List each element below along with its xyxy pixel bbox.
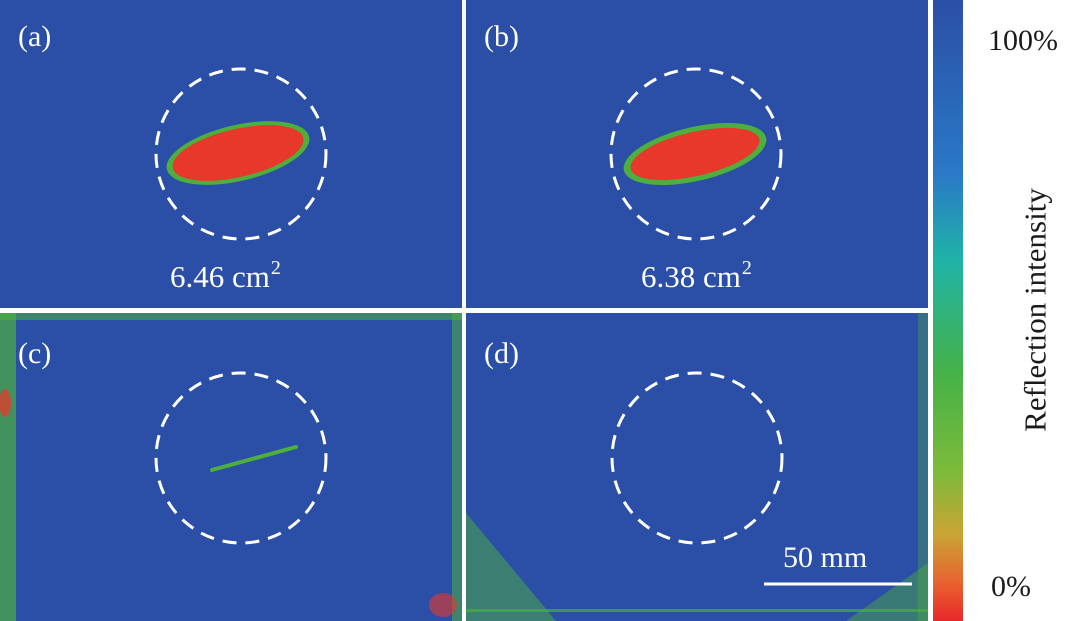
crack-line-c bbox=[210, 445, 298, 472]
edge-hotspot-bottom-right-c bbox=[429, 593, 457, 617]
edge-noise-left-c bbox=[0, 313, 16, 621]
defect-red-region-a bbox=[172, 125, 304, 181]
panel-c-graphics bbox=[0, 313, 462, 621]
panel-d: (d) 50 mm bbox=[466, 313, 928, 621]
scale-bar-label: 50 mm bbox=[783, 541, 868, 574]
panel-b-graphics bbox=[609, 67, 783, 241]
edge-noise-top-c bbox=[0, 313, 462, 320]
area-value-a: 6.46 cm bbox=[170, 259, 270, 294]
edge-line-bottom-d bbox=[466, 609, 928, 612]
corner-noise-bottom-right-d bbox=[846, 563, 928, 621]
dashed-circle-a bbox=[154, 67, 328, 241]
panel-label-a: (a) bbox=[18, 20, 52, 53]
panel-c: (c) bbox=[0, 313, 462, 621]
panel-label-c: (c) bbox=[18, 337, 52, 370]
area-unit-sup-a: 2 bbox=[270, 257, 281, 279]
corner-noise-bottom-left-d bbox=[466, 513, 556, 621]
area-value-b: 6.38 cm bbox=[641, 259, 741, 294]
colorbar-title: Reflection intensity bbox=[1017, 188, 1053, 432]
edge-noise-right-d bbox=[918, 313, 928, 621]
colorbar-min-label: 0% bbox=[991, 570, 1031, 603]
area-label-a: 6.46 cm2 bbox=[170, 258, 281, 292]
panel-a-graphics bbox=[154, 67, 328, 241]
colorbar-max-label: 100% bbox=[988, 24, 1058, 57]
panel-label-d: (d) bbox=[484, 337, 519, 370]
colorbar-gradient bbox=[933, 0, 963, 621]
defect-red-region-b bbox=[630, 127, 760, 181]
edge-noise-right-c bbox=[452, 313, 462, 621]
panel-b: (b) 6.38 cm2 bbox=[466, 0, 928, 308]
area-label-b: 6.38 cm2 bbox=[641, 258, 752, 292]
panel-a: (a) 6.46 cm2 bbox=[0, 0, 462, 308]
dashed-circle-d bbox=[610, 371, 784, 545]
edge-hotspot-left-c bbox=[0, 389, 11, 417]
area-unit-sup-b: 2 bbox=[741, 257, 752, 279]
colorbar bbox=[933, 0, 963, 621]
dashed-circle-c bbox=[154, 371, 328, 545]
panel-label-b: (b) bbox=[484, 20, 519, 53]
panel-d-graphics bbox=[466, 313, 928, 621]
dashed-circle-b bbox=[609, 67, 783, 241]
